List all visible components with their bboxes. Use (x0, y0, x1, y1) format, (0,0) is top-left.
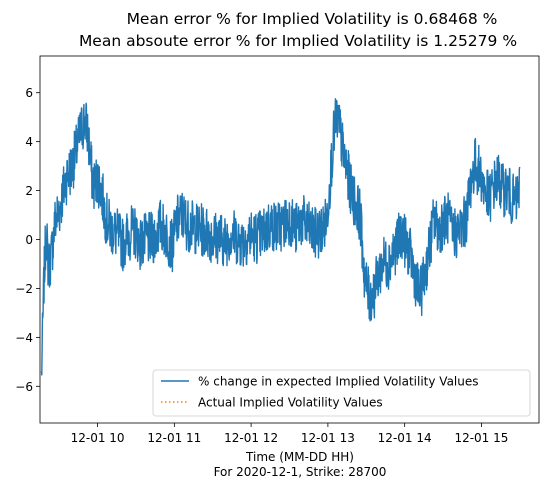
x-tick-label: 12-01 15 (454, 431, 508, 445)
series-line-predicted (40, 98, 521, 376)
x-axis-label: Time (MM-DD HH) (245, 450, 354, 464)
legend-label-predicted: % change in expected Implied Volatility … (198, 375, 479, 389)
x-tick-label: 12-01 14 (378, 431, 432, 445)
y-tick-label: 0 (25, 233, 33, 247)
x-tick-label: 12-01 12 (224, 431, 278, 445)
x-axis: 12-01 10 12-01 11 12-01 12 12-01 13 12-01 14… (71, 423, 508, 445)
y-tick-label: −6 (15, 380, 33, 394)
y-tick-label: −4 (15, 331, 33, 345)
y-tick-label: −2 (15, 282, 33, 296)
chart-title-line-1: Mean error % for Implied Volatility is 0… (127, 10, 498, 28)
legend-label-actual: Actual Implied Volatility Values (198, 396, 383, 410)
y-tick-label: 4 (25, 135, 33, 149)
chart-title-line-2: Mean absoute error % for Implied Volatil… (79, 32, 517, 50)
x-tick-label: 12-01 13 (301, 431, 355, 445)
y-tick-label: 2 (25, 184, 33, 198)
x-tick-label: 12-01 10 (71, 431, 125, 445)
x-axis-sublabel: For 2020-12-1, Strike: 28700 (214, 465, 387, 479)
legend-box (152, 369, 531, 417)
y-tick-label: 6 (25, 86, 33, 100)
plot-area (40, 98, 521, 376)
y-axis: 6 4 2 0 −2 −4 −6 (15, 86, 40, 394)
x-tick-label: 12-01 11 (147, 431, 201, 445)
legend: % change in expected Implied Volatility … (152, 369, 531, 417)
